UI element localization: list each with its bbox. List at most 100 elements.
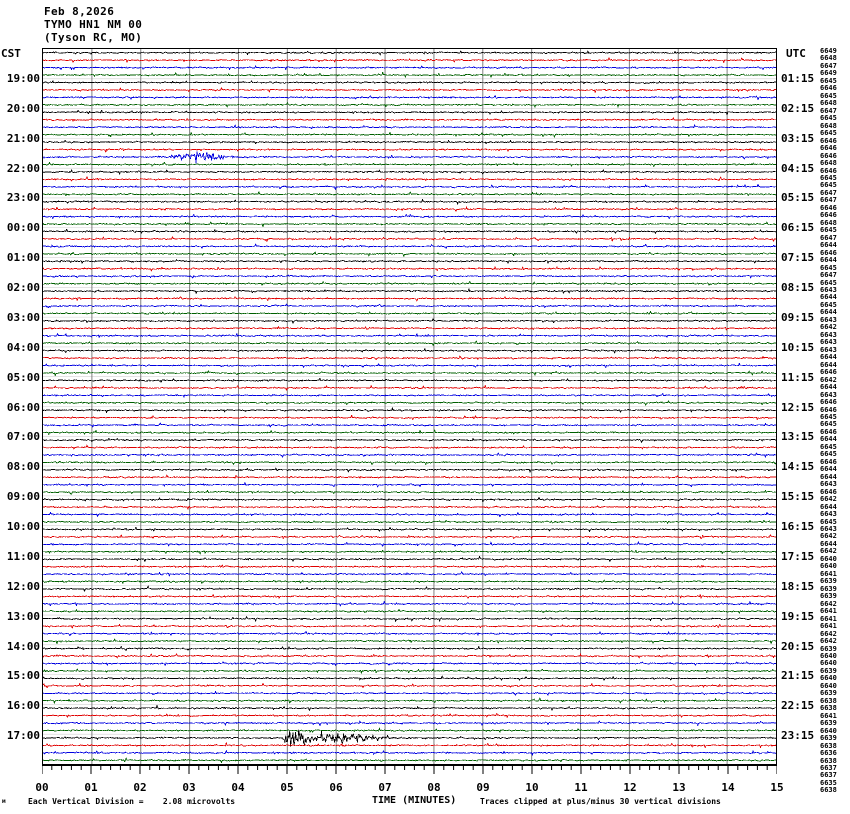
right-axis-title: UTC bbox=[786, 47, 806, 60]
right-time-axis: 01:15 02:15 03:15 04:15 05:15 06:15 07:15 08:15… bbox=[781, 48, 825, 765]
left-time-axis: 19:00 20:00 21:00 22:00 23:00 00:00 01:00 02:00… bbox=[0, 48, 40, 765]
cst-tick-label: 14:00 bbox=[6, 639, 40, 653]
seismogram-plot-area[interactable] bbox=[42, 48, 777, 765]
amplitude-value: 6639 bbox=[820, 734, 837, 743]
amplitude-value: 6635 bbox=[820, 778, 837, 787]
cst-tick-label: 22:00 bbox=[6, 161, 40, 175]
x-tick-label: 15 bbox=[770, 781, 784, 794]
amplitude-value: 6645 bbox=[820, 226, 837, 235]
x-tick-label: 13 bbox=[672, 781, 686, 794]
utc-tick-label: 10:15 bbox=[781, 340, 815, 354]
cst-tick-label: 10:00 bbox=[6, 520, 40, 533]
cst-tick-label: 08:00 bbox=[6, 460, 40, 474]
amplitude-value: 6643 bbox=[820, 510, 837, 519]
header-date: Feb 8,2026 bbox=[44, 5, 115, 18]
utc-tick-label: 07:15 bbox=[781, 251, 815, 265]
cst-tick-label: 16:00 bbox=[6, 699, 40, 713]
amplitude-value: 6640 bbox=[820, 659, 837, 668]
amplitude-value: 6639 bbox=[820, 644, 837, 653]
x-tick-label: 10 bbox=[525, 781, 539, 794]
amplitude-value: 6646 bbox=[820, 405, 837, 414]
utc-tick-label: 01:15 bbox=[781, 71, 815, 85]
amplitude-value: 6648 bbox=[820, 159, 837, 168]
amplitude-value: 6643 bbox=[820, 525, 837, 533]
amplitude-value: 6645 bbox=[820, 114, 837, 123]
x-axis-ticks bbox=[42, 765, 777, 774]
amplitude-value: 6640 bbox=[820, 674, 837, 683]
amplitude-value: 6647 bbox=[820, 106, 837, 115]
amplitude-value: 6644 bbox=[820, 256, 837, 265]
amplitude-value: 6640 bbox=[820, 726, 837, 735]
utc-tick-label: 08:15 bbox=[781, 281, 815, 294]
cst-tick-label: 13:00 bbox=[6, 609, 40, 623]
amplitude-value: 6646 bbox=[820, 427, 837, 436]
scale-note: Each Vertical Division = 2.08 microvolts bbox=[28, 797, 236, 806]
amplitude-value: 6644 bbox=[820, 308, 837, 317]
amplitude-value: 6643 bbox=[820, 480, 837, 489]
amplitude-value: 6642 bbox=[820, 323, 837, 332]
amplitude-value: 6646 bbox=[820, 211, 837, 220]
amplitude-value: 6642 bbox=[820, 495, 837, 504]
cst-tick-label: 00:00 bbox=[6, 221, 40, 235]
amplitude-value: 6642 bbox=[820, 599, 837, 608]
amplitude-value: 6640 bbox=[820, 562, 837, 571]
utc-tick-label: 02:15 bbox=[781, 101, 815, 115]
amplitude-value: 6646 bbox=[820, 136, 837, 145]
amplitude-value: 6645 bbox=[820, 278, 837, 287]
cst-tick-label: 09:00 bbox=[6, 490, 40, 504]
utc-tick-label: 17:15 bbox=[781, 549, 815, 563]
amplitude-value: 6646 bbox=[820, 203, 837, 212]
amplitude-value: 6638 bbox=[820, 696, 837, 705]
utc-tick-label: 15:15 bbox=[781, 490, 815, 504]
header-location: (Tyson RC, MO) bbox=[44, 31, 143, 44]
amplitude-value: 6646 bbox=[820, 84, 837, 93]
cst-tick-label: 03:00 bbox=[6, 310, 40, 324]
cst-tick-label: 15:00 bbox=[6, 669, 40, 683]
amplitude-value: 6643 bbox=[820, 286, 837, 294]
amplitude-value: 6645 bbox=[820, 129, 837, 138]
x-tick-label: 11 bbox=[574, 781, 588, 794]
x-axis-title: TIME (MINUTES) bbox=[372, 795, 457, 806]
seismic-traces bbox=[43, 50, 776, 764]
amplitude-value: 6641 bbox=[820, 607, 837, 616]
cst-tick-label: 07:00 bbox=[6, 430, 40, 444]
amplitude-value: 6642 bbox=[820, 629, 837, 638]
amplitude-value: 6641 bbox=[820, 614, 837, 623]
amplitude-value: 6644 bbox=[820, 472, 837, 481]
amplitude-value: 6642 bbox=[820, 375, 837, 384]
cst-tick-label: 21:00 bbox=[6, 131, 40, 145]
amplitude-value: 6639 bbox=[820, 666, 837, 675]
cst-tick-label: 06:00 bbox=[6, 400, 40, 414]
x-tick-label: 03 bbox=[182, 781, 196, 794]
amplitude-value: 6643 bbox=[820, 390, 837, 399]
left-axis-title: CST bbox=[1, 47, 21, 60]
amplitude-value: 6645 bbox=[820, 442, 837, 451]
amplitude-value: 6649 bbox=[820, 47, 837, 55]
utc-tick-label: 04:15 bbox=[781, 161, 815, 175]
utc-tick-label: 22:15 bbox=[781, 699, 815, 713]
amplitude-value: 6647 bbox=[820, 196, 837, 205]
amplitude-value: 6641 bbox=[820, 569, 837, 578]
x-tick-label: 02 bbox=[133, 781, 147, 794]
amplitude-value: 6646 bbox=[820, 487, 837, 496]
amplitude-value: 6639 bbox=[820, 577, 837, 586]
amplitude-value: 6640 bbox=[820, 681, 837, 690]
utc-tick-label: 12:15 bbox=[781, 400, 815, 414]
amplitude-value: 6647 bbox=[820, 271, 837, 280]
clipping-note: Traces clipped at plus/minus 30 vertical… bbox=[480, 797, 721, 806]
x-tick-label: 12 bbox=[623, 781, 637, 794]
cst-tick-label: 05:00 bbox=[6, 370, 40, 384]
amplitude-value: 6646 bbox=[820, 248, 837, 257]
amplitude-value: 6644 bbox=[820, 502, 837, 511]
amplitude-value: 6649 bbox=[820, 69, 837, 78]
cst-tick-label: 23:00 bbox=[6, 191, 40, 205]
utc-tick-label: 13:15 bbox=[781, 430, 815, 444]
amplitude-value: 6636 bbox=[820, 749, 837, 758]
amplitude-value: 6644 bbox=[820, 360, 837, 369]
amplitude-value: 6642 bbox=[820, 637, 837, 646]
amplitude-value: 6645 bbox=[820, 420, 837, 429]
utc-tick-label: 14:15 bbox=[781, 460, 815, 474]
amplitude-value: 6640 bbox=[820, 554, 837, 563]
amplitude-value: 6645 bbox=[820, 76, 837, 85]
amplitude-value: 6643 bbox=[820, 315, 837, 324]
